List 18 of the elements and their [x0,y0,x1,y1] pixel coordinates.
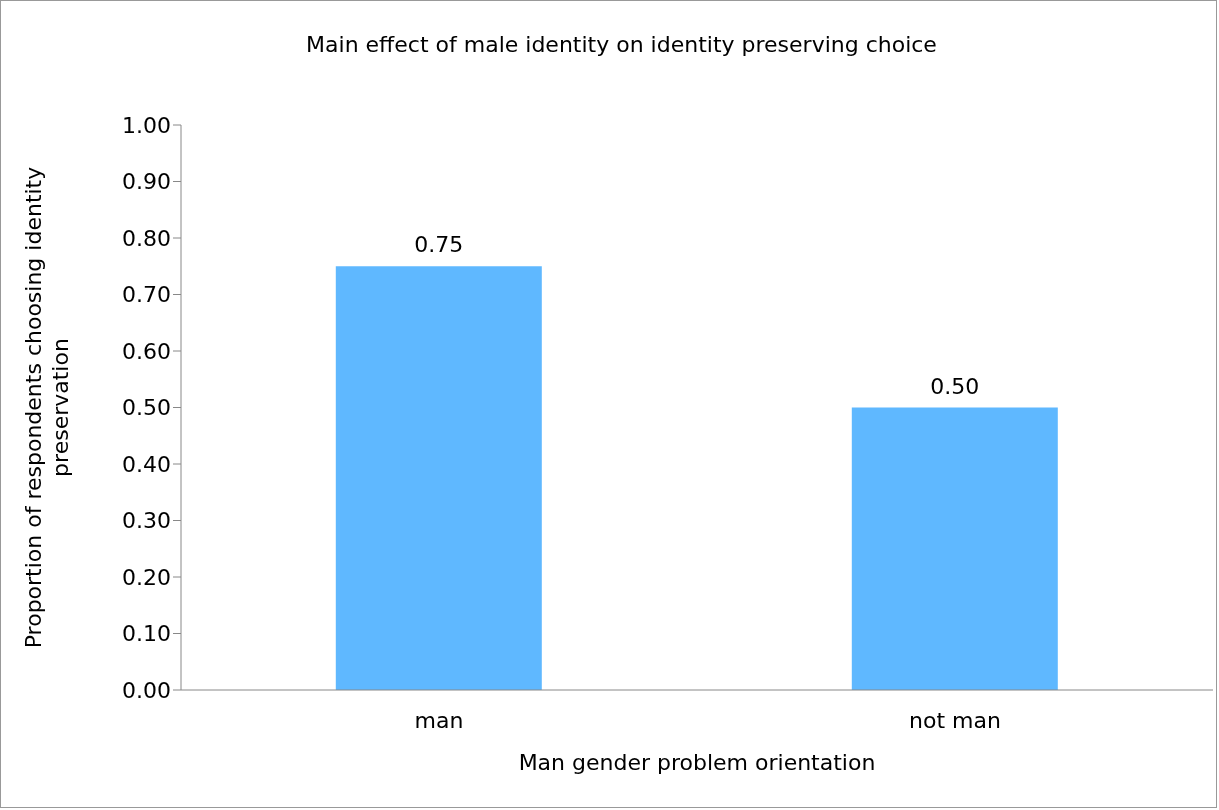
y-tick-label: 0.30 [122,508,171,534]
x-tick-label: not man [909,707,1001,733]
y-tick-label: 1.00 [122,112,171,138]
y-tick-label: 0.90 [122,169,171,195]
x-tick-label: man [414,707,464,733]
y-tick-label: 0.00 [122,677,171,703]
y-tick-label: 0.50 [122,395,171,421]
y-tick-label: 0.10 [122,621,171,647]
y-tick-label: 0.60 [122,338,171,364]
data-label: 0.50 [930,373,980,399]
chart-title: Main effect of male identity on identity preserving choice [305,32,938,57]
x-axis-title: Man gender problem orientation [518,750,876,775]
y-tick-label: 0.40 [122,451,171,477]
data-label: 0.75 [414,232,464,258]
y-tick-label: 0.20 [122,564,171,590]
y-tick-label: 0.80 [122,225,171,251]
y-axis-title: Proportion of respondents choosing identity preservation [20,166,73,649]
y-tick-label: 0.70 [122,282,171,308]
